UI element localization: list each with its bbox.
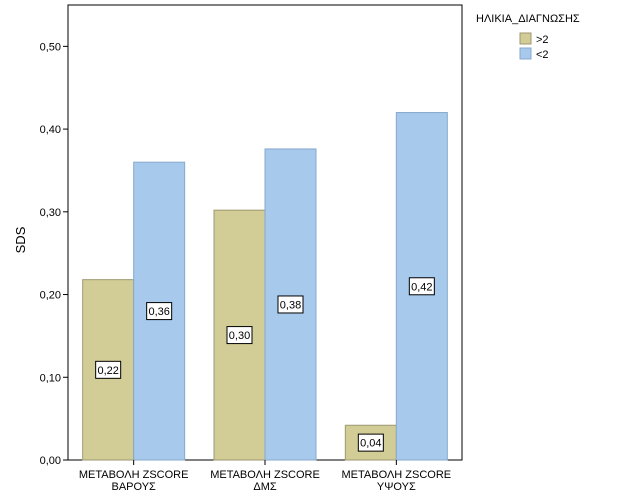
data-label-box xyxy=(95,360,122,379)
data-label-text: 0,42 xyxy=(411,281,432,293)
y-tick-label: 0,40 xyxy=(40,124,61,136)
data-label: 0,42 xyxy=(408,277,435,296)
x-tick-label: ΜΕΤΑΒΟΛΗ ZSCORE xyxy=(210,469,320,481)
data-label: 0,30 xyxy=(226,326,253,345)
data-label-text: 0,36 xyxy=(148,306,169,318)
data-label-box xyxy=(277,295,304,314)
data-label: 0,38 xyxy=(277,295,304,314)
data-label-box xyxy=(357,433,384,452)
data-label-text: 0,04 xyxy=(360,438,381,450)
legend-swatch xyxy=(519,32,532,45)
legend-label: >2 xyxy=(536,34,549,46)
data-label-text: 0,30 xyxy=(229,330,250,342)
legend-title: ΗΛΙΚΙΑ_ΔΙΑΓΝΩΣΗΣ xyxy=(476,13,580,25)
data-label: 0,04 xyxy=(357,433,384,452)
x-tick-label: ΥΨΟΥΣ xyxy=(377,481,416,493)
y-axis-label: SDS xyxy=(13,226,28,253)
data-label-box xyxy=(146,302,173,321)
bars: 0,22 0,36 0,30 0,38 0,04 0,42 xyxy=(82,112,448,461)
x-tick-label: ΒΑΡΟΥΣ xyxy=(111,481,156,493)
x-tick-label: ΔΜΣ xyxy=(253,481,277,493)
y-tick-label: 0,00 xyxy=(40,455,61,467)
data-label: 0,36 xyxy=(146,302,173,321)
y-tick-label: 0,20 xyxy=(40,290,61,302)
y-tick-label: 0,50 xyxy=(40,41,61,53)
legend: ΗΛΙΚΙΑ_ΔΙΑΓΝΩΣΗΣ >2 <2 xyxy=(476,13,580,61)
data-label-text: 0,22 xyxy=(97,365,118,377)
data-label-box xyxy=(408,277,435,296)
data-label-text: 0,38 xyxy=(280,299,301,311)
x-tick-label: ΜΕΤΑΒΟΛΗ ZSCORE xyxy=(79,469,189,481)
legend-label: <2 xyxy=(536,49,549,61)
data-label-box xyxy=(226,326,253,345)
x-tick-label: ΜΕΤΑΒΟΛΗ ZSCORE xyxy=(342,469,452,481)
y-tick-label: 0,10 xyxy=(40,372,61,384)
y-tick-label: 0,30 xyxy=(40,207,61,219)
legend-swatch xyxy=(519,47,532,60)
y-axis: 0,00 0,10 0,20 0,30 0,40 0,50 xyxy=(40,41,68,467)
data-label: 0,22 xyxy=(95,360,122,379)
